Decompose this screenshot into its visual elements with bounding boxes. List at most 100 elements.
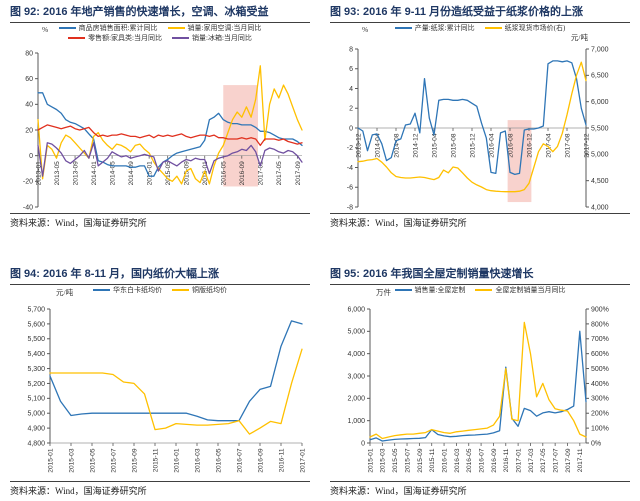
figure-93-left-axis-unit: %	[362, 25, 369, 34]
svg-text:5,500: 5,500	[27, 336, 45, 343]
figure-92-left-axis-unit: %	[42, 25, 49, 34]
svg-text:2016-11: 2016-11	[278, 448, 285, 472]
figure-94-source: 资料来源：Wind，国海证券研究所	[10, 481, 310, 499]
svg-text:2016-07: 2016-07	[478, 448, 485, 473]
figure-95-source: 资料来源：Wind，国海证券研究所	[330, 481, 630, 499]
svg-text:2016-05: 2016-05	[466, 448, 473, 473]
figure-95-chart-area: 万件 销售量:全屋定制 全屋定制销量当月同比 6,000 5,000 4,000 3,0…	[330, 285, 630, 481]
svg-text:2017-08: 2017-08	[564, 133, 571, 158]
svg-text:2017-01: 2017-01	[516, 448, 523, 473]
svg-text:500%: 500%	[591, 366, 609, 373]
svg-text:2015-07: 2015-07	[110, 448, 117, 473]
svg-text:2014-01: 2014-01	[91, 161, 98, 186]
svg-text:5,000: 5,000	[591, 152, 609, 159]
svg-text:0: 0	[29, 153, 33, 160]
svg-text:2015-07: 2015-07	[404, 448, 411, 473]
svg-text:6,500: 6,500	[591, 73, 609, 80]
svg-text:2016-07: 2016-07	[236, 448, 243, 473]
svg-text:2017-12: 2017-12	[583, 133, 590, 158]
figure-94-title: 图 94: 2016 年 8-11 月，国内纸价大幅上涨	[10, 262, 310, 285]
svg-text:2017-01: 2017-01	[299, 448, 306, 473]
source-text: 资料来源：Wind，国海证券研究所	[10, 218, 147, 228]
svg-text:0%: 0%	[591, 440, 601, 447]
svg-text:5,300: 5,300	[27, 366, 45, 373]
svg-text:6,000: 6,000	[591, 99, 609, 106]
svg-text:4,900: 4,900	[27, 426, 45, 433]
svg-text:4,000: 4,000	[591, 204, 609, 211]
source-text: 资料来源：Wind，国海证券研究所	[330, 218, 467, 228]
figure-94-left-axis-unit: 元/吨	[56, 288, 74, 297]
figure-93-panel: 图 93: 2016 年 9-11 月份造纸受益于纸浆价格的上涨 % 元/吨 产…	[320, 0, 640, 262]
svg-text:2013-09: 2013-09	[72, 161, 79, 186]
svg-text:2015-03: 2015-03	[68, 448, 75, 473]
svg-text:2,000: 2,000	[347, 396, 365, 403]
svg-text:0: 0	[349, 125, 353, 132]
svg-text:2016-04: 2016-04	[488, 133, 495, 158]
figure-93-title: 图 93: 2016 年 9-11 月份造纸受益于纸浆价格的上涨	[330, 0, 630, 23]
svg-text:2015-01: 2015-01	[367, 448, 374, 473]
svg-text:0: 0	[361, 440, 365, 447]
svg-text:2016-09: 2016-09	[257, 448, 264, 473]
svg-text:2015-03: 2015-03	[380, 448, 387, 473]
svg-text:60: 60	[25, 76, 33, 83]
svg-text:-4: -4	[347, 165, 353, 172]
svg-text:2014-08: 2014-08	[393, 133, 400, 158]
svg-text:20: 20	[25, 127, 33, 134]
figure-94-chart-area: 元/吨 华东白卡纸均价 铜版纸均价 5,700 5,600 5,500 5,400 5,3…	[10, 285, 310, 481]
svg-text:2015-09: 2015-09	[417, 448, 424, 473]
svg-text:-6: -6	[347, 185, 353, 192]
svg-text:2015-12: 2015-12	[469, 133, 476, 158]
svg-text:2017-09: 2017-09	[295, 161, 302, 186]
figure-95-plot: 6,000 5,000 4,000 3,000 2,000 1,000 0 900% 800% 7…	[347, 306, 609, 473]
svg-text:2017-01: 2017-01	[258, 161, 265, 186]
svg-text:2014-05: 2014-05	[110, 161, 117, 186]
source-text: 资料来源：Wind，国海证券研究所	[10, 486, 147, 496]
svg-text:4,800: 4,800	[27, 440, 45, 447]
svg-text:600%: 600%	[591, 351, 609, 358]
figure-92-plot: 80 60 40 20 0 -20 -40 2013-01 2013-05 2013-09 2014…	[23, 50, 303, 211]
svg-text:2016-11: 2016-11	[503, 448, 510, 472]
svg-text:2014-04: 2014-04	[374, 133, 381, 158]
figure-92-title: 图 92: 2016 年地产销售的快速增长，空调、冰箱受益	[10, 0, 310, 23]
svg-text:2017-03: 2017-03	[528, 448, 535, 473]
svg-text:5,200: 5,200	[27, 381, 45, 388]
source-text: 资料来源：Wind，国海证券研究所	[330, 486, 467, 496]
svg-text:5,000: 5,000	[347, 329, 365, 336]
svg-text:2015-08: 2015-08	[450, 133, 457, 158]
svg-text:5,400: 5,400	[27, 351, 45, 358]
svg-text:1,000: 1,000	[347, 418, 365, 425]
svg-text:2017-05: 2017-05	[540, 448, 547, 473]
svg-text:2017-09: 2017-09	[565, 448, 572, 473]
svg-text:2016-09: 2016-09	[239, 161, 246, 186]
svg-text:2013-01: 2013-01	[35, 161, 42, 186]
svg-text:5,700: 5,700	[27, 306, 45, 313]
figure-92-chart-area: % 商品房销售面积:累计同比 销量:家用空调:当月同比 零售额:家具类:当月同比 销量…	[10, 23, 310, 213]
svg-text:4: 4	[349, 86, 353, 93]
svg-text:6: 6	[349, 66, 353, 73]
svg-text:80: 80	[25, 50, 33, 57]
svg-text:2015-09: 2015-09	[131, 448, 138, 473]
svg-text:2016-03: 2016-03	[454, 448, 461, 473]
svg-text:-2: -2	[347, 145, 353, 152]
svg-text:2015-11: 2015-11	[152, 448, 159, 472]
svg-text:2014-12: 2014-12	[412, 133, 419, 158]
svg-text:2016-01: 2016-01	[441, 448, 448, 473]
svg-text:800%: 800%	[591, 321, 609, 328]
svg-text:-8: -8	[347, 204, 353, 211]
svg-text:4,000: 4,000	[347, 351, 365, 358]
figure-93-chart-area: % 元/吨 产量:纸浆:累计同比 纸浆现货市场价(右) 8 6 4 2 0 -2 -4 -6 -8…	[330, 23, 630, 213]
svg-text:6,000: 6,000	[347, 306, 365, 313]
svg-text:2015-05: 2015-05	[165, 161, 172, 186]
svg-text:2016-09: 2016-09	[491, 448, 498, 473]
svg-text:2016-12: 2016-12	[526, 133, 533, 158]
svg-text:2016-05: 2016-05	[221, 161, 228, 186]
svg-text:5,500: 5,500	[591, 125, 609, 132]
svg-text:2015-04: 2015-04	[431, 133, 438, 158]
figure-94-panel: 图 94: 2016 年 8-11 月，国内纸价大幅上涨 元/吨 华东白卡纸均价…	[0, 262, 320, 501]
figure-95-panel: 图 95: 2016 年我国全屋定制销量快速增长 万件 销售量:全屋定制 全屋定制…	[320, 262, 640, 501]
svg-text:2015-11: 2015-11	[429, 448, 436, 472]
svg-text:2017-11: 2017-11	[577, 448, 584, 472]
svg-text:5,600: 5,600	[27, 321, 45, 328]
svg-text:2013-12: 2013-12	[355, 133, 362, 158]
